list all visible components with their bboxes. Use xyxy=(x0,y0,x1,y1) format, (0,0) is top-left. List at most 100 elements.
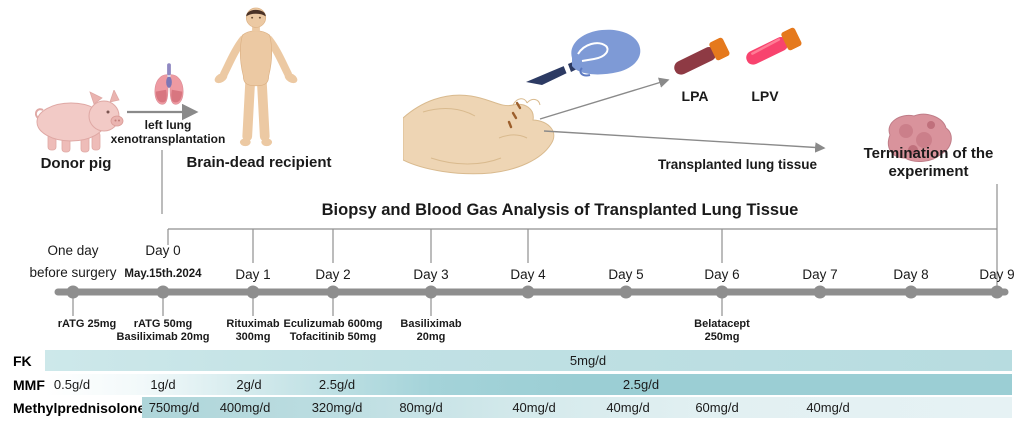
pig-nostril xyxy=(118,119,120,122)
pig-snout xyxy=(110,115,124,127)
timeline-day-label: Day 4 xyxy=(510,267,546,282)
timeline-dot-6 xyxy=(619,285,633,299)
drug-annotation: rATG 25mg xyxy=(58,318,116,331)
skin-contour xyxy=(498,134,528,139)
timeline-day-label: Day 1 xyxy=(235,267,271,282)
dose-label: 40mg/d xyxy=(806,400,850,415)
drug-annotation-line: Basiliximab xyxy=(400,318,462,330)
dose-label: 750mg/d xyxy=(148,400,200,415)
body-surface xyxy=(403,94,555,175)
skin-contour xyxy=(430,157,502,165)
timeline-day-label: One day xyxy=(47,243,99,258)
dose-label: 0.5g/d xyxy=(53,377,91,392)
biopsy-to-blood-arrow xyxy=(539,77,670,120)
dose-label: 60mg/d xyxy=(695,400,739,415)
right-foot xyxy=(261,138,273,147)
timeline-dot-4 xyxy=(424,285,438,299)
drug-annotation-line: 300mg xyxy=(235,331,271,343)
therapy-row-name: FK xyxy=(13,352,32,369)
dose-label: 40mg/d xyxy=(606,400,650,415)
mediastinum xyxy=(166,76,172,88)
recipient-label: Brain-dead recipient xyxy=(186,154,332,171)
scalpel-grip-gap xyxy=(563,64,571,74)
dose-label: 320mg/d xyxy=(311,400,363,415)
tube-cap xyxy=(709,37,730,61)
drug-annotation-line: Rituximab xyxy=(226,318,280,330)
pig-nostril xyxy=(114,119,117,122)
timeline-day-label: Day 8 xyxy=(893,267,929,282)
surgical-site-illustration xyxy=(403,94,555,175)
therapy-bar-mmf xyxy=(45,374,1012,395)
timeline-day-sublabel: before surgery xyxy=(29,265,117,280)
timeline-day-label: Day 3 xyxy=(413,267,449,282)
left-foot xyxy=(239,138,251,147)
tissue-texture xyxy=(927,121,935,129)
finger-contour xyxy=(512,98,541,106)
tube-cap xyxy=(781,27,802,51)
drug-annotation-line: Belatacept xyxy=(694,318,750,330)
drug-annotation-line: 250mg xyxy=(704,331,740,343)
lpa-label: LPA xyxy=(681,88,709,104)
timeline-dot-5 xyxy=(521,285,535,299)
timeline-dot-8 xyxy=(813,285,827,299)
transplant-arrow-label-line2: xenotransplantation xyxy=(110,131,226,146)
timeline-dot-2 xyxy=(246,285,260,299)
lower-lobe xyxy=(155,89,167,103)
transplant-arrow-label: left lung xenotransplantation xyxy=(103,118,233,147)
termination-label-line1: Termination of the xyxy=(863,145,994,162)
therapy-row-name: Methylprednisolone xyxy=(13,399,146,416)
tube-body xyxy=(746,37,789,65)
timeline-dot-7 xyxy=(715,285,729,299)
timeline-dot-3 xyxy=(326,285,340,299)
pig-ear xyxy=(89,91,103,105)
glove-finger-fold xyxy=(577,42,609,62)
drug-annotation: Belatacept 250mg xyxy=(694,318,750,344)
left-hand xyxy=(214,72,228,84)
pig-ear xyxy=(109,90,120,103)
timeline-title: Biopsy and Blood Gas Analysis of Transpl… xyxy=(321,201,799,219)
drug-annotation-line: Basiliximab 20mg xyxy=(116,331,210,343)
termination-label: Termination of the experiment xyxy=(846,145,1011,181)
timeline-day-sublabel: May.15th.2024 xyxy=(124,268,202,280)
drug-annotation-line: rATG 50mg xyxy=(133,318,193,330)
glove-thumb-fold xyxy=(579,67,591,77)
lpa-blood-tube-icon xyxy=(674,37,730,75)
therapy-bar-methylprednisolone xyxy=(142,397,1012,418)
recipient-illustration xyxy=(214,7,298,147)
timeline-dot-9 xyxy=(904,285,918,299)
drug-annotation: Basiliximab 20mg xyxy=(400,318,461,344)
timeline-dot-1 xyxy=(156,285,170,299)
dose-label: 5mg/d xyxy=(569,353,607,368)
right-hand xyxy=(284,72,298,84)
eye xyxy=(251,16,254,19)
therapy-row-name: MMF xyxy=(13,376,45,393)
lower-lobe xyxy=(171,89,183,103)
therapy-row-methylprednisolone: Methylprednisolone 750mg/d 400mg/d 320mg/d 8… xyxy=(0,397,1023,418)
tube-highlight xyxy=(751,38,781,55)
dose-label: 400mg/d xyxy=(219,400,271,415)
timeline-dot-10 xyxy=(990,285,1004,299)
tissue-label: Transplanted lung tissue xyxy=(657,157,818,172)
drug-annotation: rATG 50mg Basiliximab 20mg xyxy=(117,318,210,344)
hair xyxy=(246,9,266,17)
left-leg xyxy=(242,77,256,142)
drug-annotation-line: Tofacitinib 50mg xyxy=(289,331,377,343)
drug-annotation: Rituximab 300mg xyxy=(226,318,279,344)
trachea xyxy=(167,63,171,76)
dose-label: 2.5g/d xyxy=(622,377,660,392)
dose-label: 2.5g/d xyxy=(318,377,356,392)
timeline-day-label: Day 5 xyxy=(608,267,644,282)
dose-label: 80mg/d xyxy=(399,400,443,415)
lung-graft-icon xyxy=(154,63,184,105)
pig-eye xyxy=(106,110,110,114)
tube-body xyxy=(674,47,717,75)
timeline-day-label: Day 9 xyxy=(979,267,1015,282)
dose-label: 1g/d xyxy=(150,377,176,392)
dose-label: 40mg/d xyxy=(512,400,556,415)
timeline-day-label: Day 0 xyxy=(145,243,181,258)
therapy-row-mmf: MMF 0.5g/d 1g/d 2g/d 2.5g/d 2.5g/d xyxy=(0,374,1023,395)
drug-annotation-line: rATG 25mg xyxy=(57,318,117,330)
therapy-bar-fk xyxy=(45,350,1012,371)
transplant-arrow-label-line1: left lung xyxy=(144,118,192,132)
